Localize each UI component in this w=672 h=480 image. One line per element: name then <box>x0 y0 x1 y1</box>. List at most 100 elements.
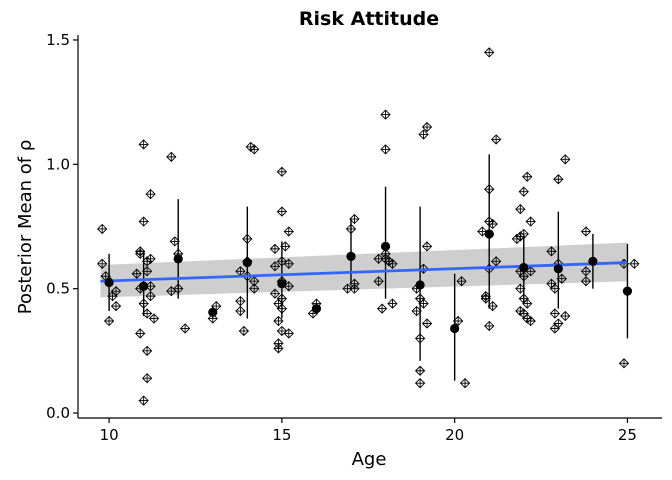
individual-point <box>618 358 630 369</box>
point-cross <box>381 110 391 120</box>
mean-point <box>450 323 460 334</box>
point-diamond <box>145 189 156 200</box>
point-diamond <box>418 129 429 140</box>
point-cross <box>522 172 532 182</box>
point-diamond <box>249 144 260 155</box>
point-cross <box>146 254 156 264</box>
mean-point <box>277 279 287 289</box>
point-diamond <box>484 47 495 58</box>
point-cross <box>284 328 294 338</box>
point-cross <box>249 144 259 154</box>
point-diamond <box>522 171 533 182</box>
individual-point <box>373 276 384 287</box>
individual-point <box>421 121 433 133</box>
individual-point <box>273 315 284 327</box>
point-cross <box>546 279 556 289</box>
x-tick-label: 25 <box>618 426 637 444</box>
point-cross <box>526 217 536 227</box>
individual-point <box>235 295 246 307</box>
point-cross <box>277 167 287 177</box>
individual-point <box>515 203 526 215</box>
plot-area <box>97 47 640 406</box>
point-cross <box>550 323 560 333</box>
individual-point <box>380 144 391 155</box>
individual-point <box>131 268 142 279</box>
individual-point <box>273 343 284 354</box>
x-tick-label: 10 <box>100 426 119 444</box>
point-diamond <box>273 343 284 354</box>
point-cross <box>519 187 529 197</box>
point-cross <box>560 311 570 321</box>
point-diamond <box>179 323 191 334</box>
individual-point <box>138 139 149 150</box>
y-axis-title: Posterior Mean of ρ <box>15 140 36 315</box>
point-diamond <box>515 203 526 215</box>
individual-point <box>110 300 122 312</box>
point-diamond <box>103 315 115 327</box>
point-cross <box>387 259 397 269</box>
point-cross <box>377 304 387 314</box>
point-diamond <box>490 134 502 145</box>
point-diamond <box>166 151 177 163</box>
mean-point <box>484 229 494 239</box>
point-cross <box>235 266 245 276</box>
individual-point <box>414 378 426 389</box>
point-diamond <box>141 345 153 356</box>
individual-point <box>580 276 592 287</box>
point-cross <box>142 346 152 356</box>
point-cross <box>135 328 145 338</box>
point-cross <box>422 241 432 251</box>
individual-point <box>525 216 536 227</box>
point-diamond <box>273 315 284 327</box>
point-cross <box>349 284 359 294</box>
individual-point <box>103 315 115 327</box>
mean-point <box>519 262 529 273</box>
individual-point <box>580 226 592 237</box>
point-diamond <box>560 154 571 165</box>
y-tick-label: 0.5 <box>46 280 70 298</box>
point-diamond <box>238 325 250 337</box>
individual-point <box>522 171 533 182</box>
point-diamond <box>276 166 288 177</box>
point-cross <box>419 129 429 139</box>
individual-point <box>414 365 426 376</box>
point-diamond <box>283 328 294 339</box>
point-cross <box>270 244 280 254</box>
individual-point <box>349 283 360 294</box>
mean-point <box>622 286 633 296</box>
individual-point <box>459 378 471 389</box>
individual-point <box>580 266 592 277</box>
point-cross <box>560 154 570 164</box>
individual-point <box>276 206 288 217</box>
point-cross <box>526 266 536 276</box>
individual-point <box>249 144 260 155</box>
point-diamond <box>553 174 564 185</box>
point-cross <box>235 306 245 316</box>
individual-point <box>97 258 108 269</box>
individual-point <box>276 325 288 337</box>
point-cross <box>235 296 245 306</box>
individual-point <box>629 258 640 269</box>
point-cross <box>104 316 114 326</box>
x-axis-title: Age <box>352 449 387 470</box>
mean-point <box>311 303 322 314</box>
point-cross <box>491 134 501 144</box>
individual-point <box>141 345 153 356</box>
individual-point <box>484 47 495 58</box>
point-cross <box>619 358 629 368</box>
point-diamond <box>459 378 471 389</box>
point-cross <box>415 366 425 376</box>
point-cross <box>132 269 142 279</box>
individual-point <box>421 318 433 329</box>
individual-point <box>546 246 557 257</box>
individual-point <box>179 323 191 334</box>
point-diamond <box>141 373 153 384</box>
point-cross <box>381 144 391 154</box>
point-diamond <box>518 186 529 197</box>
point-cross <box>111 301 121 311</box>
individual-point <box>138 395 149 406</box>
point-cross <box>146 291 156 301</box>
individual-point <box>238 325 250 337</box>
x-tick-label: 20 <box>445 426 464 444</box>
point-cross <box>515 204 525 214</box>
